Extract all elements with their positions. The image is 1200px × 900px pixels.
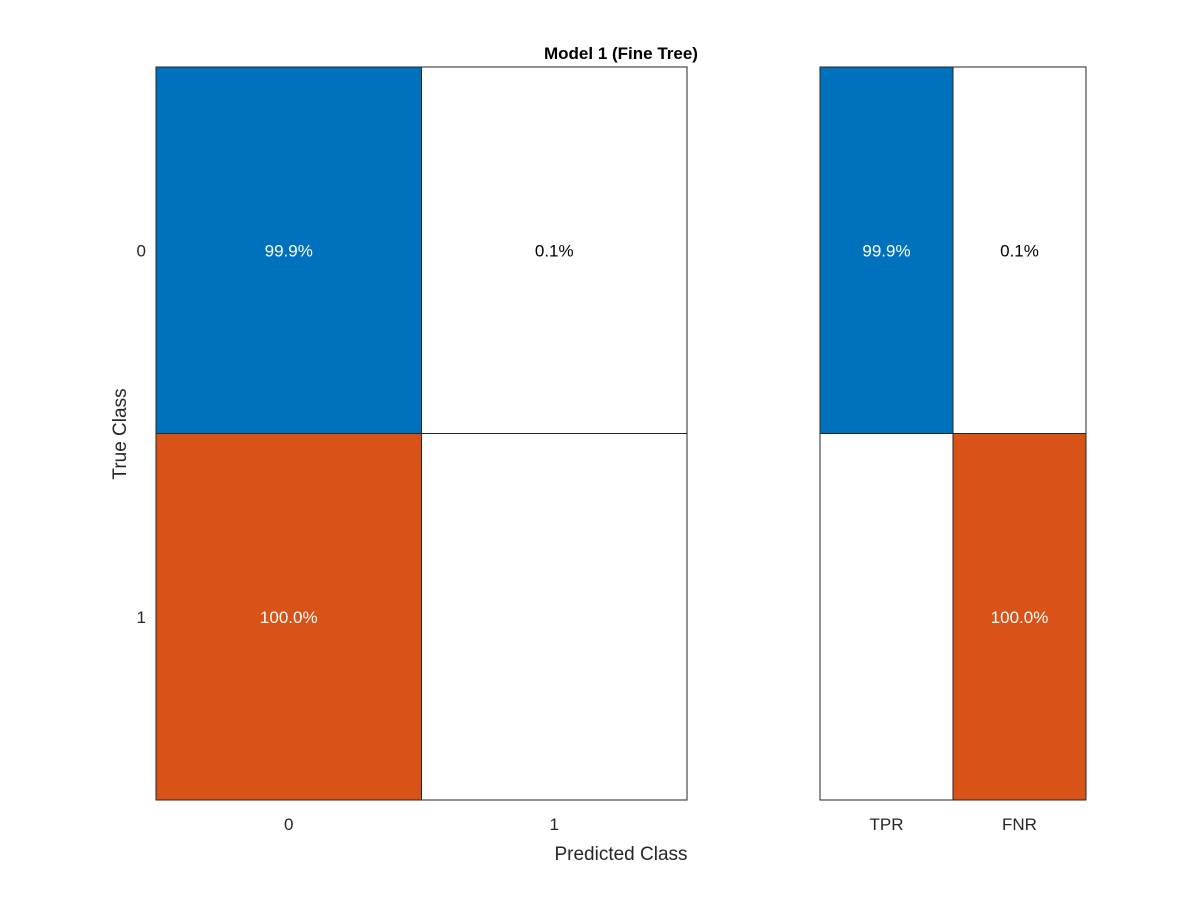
rate-cell-label-1-1: 100.0% bbox=[991, 608, 1049, 627]
confusion-y-tick-label: 1 bbox=[137, 608, 146, 627]
rate-cell-1-0 bbox=[819, 433, 954, 801]
confusion-cell-label-0-1: 0.1% bbox=[535, 241, 574, 260]
chart-title: Model 1 (Fine Tree) bbox=[544, 44, 698, 63]
x-axis-label: Predicted Class bbox=[554, 844, 687, 865]
confusion-cell-1-0 bbox=[155, 433, 422, 801]
y-axis-label: True Class bbox=[110, 388, 131, 479]
rate-x-tick-label: FNR bbox=[1002, 815, 1037, 834]
confusion-x-tick-label: 1 bbox=[550, 815, 559, 834]
rate-x-tick-label: TPR bbox=[870, 815, 904, 834]
confusion-cell-1-1 bbox=[421, 433, 688, 801]
rate-cell-0-0 bbox=[819, 66, 954, 434]
rate-cell-1-1 bbox=[952, 433, 1087, 801]
confusion-cell-0-0 bbox=[155, 66, 422, 434]
confusion-x-tick-label: 0 bbox=[284, 815, 293, 834]
tpr-fnr-matrix: 99.9% 0.1% 100.0% TPR FNR bbox=[819, 66, 1087, 834]
rate-cell-label-0-0: 99.9% bbox=[862, 241, 910, 260]
confusion-cell-0-1 bbox=[421, 66, 688, 434]
rate-cell-0-1 bbox=[952, 66, 1087, 434]
confusion-cell-label-1-0: 100.0% bbox=[260, 608, 318, 627]
confusion-matrix: 99.9% 0.1% 100.0% 0 1 0 1 bbox=[137, 66, 688, 834]
confusion-cell-label-0-0: 99.9% bbox=[265, 241, 313, 260]
rate-cell-label-0-1: 0.1% bbox=[1000, 241, 1039, 260]
confusion-y-tick-label: 0 bbox=[137, 241, 146, 260]
